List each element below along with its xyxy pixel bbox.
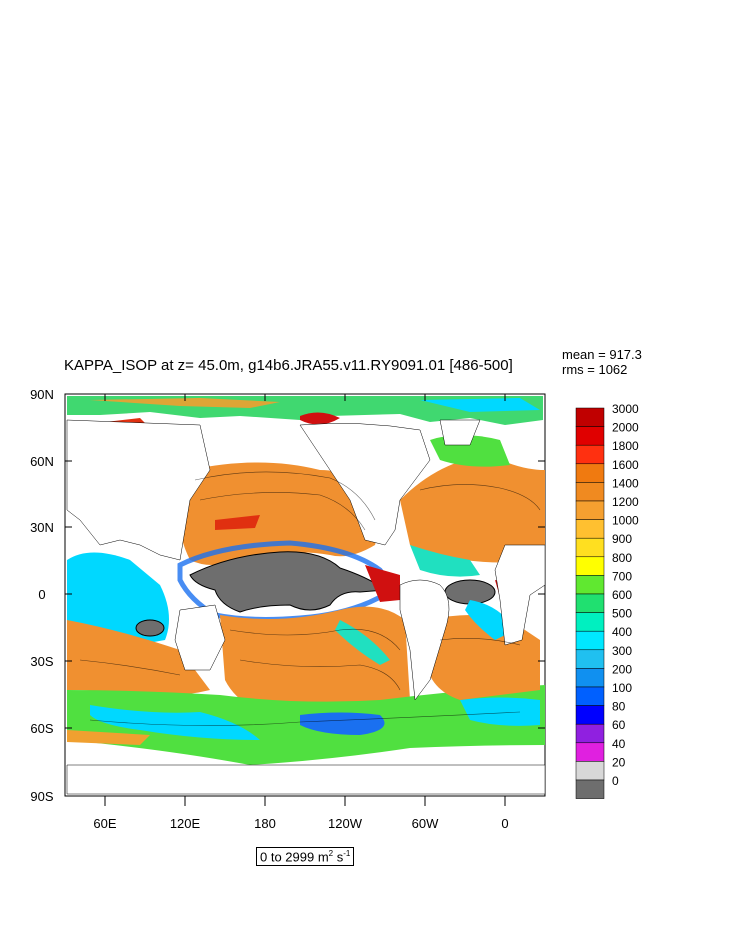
colorbar-swatch: [575, 705, 605, 725]
land-masses: [66, 419, 546, 795]
x-tick-180: 180: [254, 816, 276, 831]
colorbar-swatch: [575, 742, 605, 762]
colorbar-label: 100: [612, 681, 632, 695]
colorbar-label: 60: [612, 718, 626, 732]
colorbar-label: 3000: [612, 402, 639, 416]
colorbar-label: 600: [612, 588, 632, 602]
colorbar-label: 40: [612, 737, 626, 751]
range-label: 0 to 2999 m2 s-1: [256, 847, 355, 867]
y-tick-30n: 30N: [30, 520, 54, 535]
australia-land: [174, 604, 226, 671]
colorbar-swatch: [575, 407, 605, 427]
colorbar-swatch: [575, 723, 605, 744]
antarctica-land: [66, 764, 546, 795]
range-label-mid: s: [333, 849, 344, 865]
y-tick-90s: 90S: [30, 789, 53, 804]
colorbar-label: 1200: [612, 495, 639, 509]
south-america-land: [399, 579, 450, 701]
colorbar-label: 1800: [612, 439, 639, 453]
range-label-prefix: 0 to 2999 m: [260, 849, 329, 865]
colorbar-label: 20: [612, 755, 626, 769]
colorbar-label: 800: [612, 551, 632, 565]
colorbar-label: 1400: [612, 476, 639, 490]
colorbar-swatch: [575, 556, 605, 576]
colorbar-swatch: [575, 779, 605, 799]
colorbar-swatch: [575, 482, 605, 502]
colorbar-swatch: [575, 537, 605, 558]
range-label-exp2: -1: [343, 849, 351, 858]
north-america-land: [299, 423, 431, 546]
colorbar-swatch: [575, 519, 605, 539]
y-axis: 90N 60N 30N 0 30S 60S 90S: [30, 387, 545, 804]
pacific-cold-tongue: [189, 551, 387, 613]
x-tick-60e: 60E: [93, 816, 116, 831]
plot-title: KAPPA_ISOP at z= 45.0m, g14b6.JRA55.v11.…: [64, 357, 513, 374]
colorbar-swatch: [575, 444, 605, 465]
north-pacific: [178, 462, 385, 565]
colorbar-swatch: [575, 612, 605, 632]
colorbar-label: 200: [612, 662, 632, 676]
colorbar: 3000200018001600140012001000900800700600…: [575, 402, 639, 799]
colorbar-label: 700: [612, 569, 632, 583]
colorbar-label: 80: [612, 700, 626, 714]
colorbar-swatch: [575, 761, 605, 781]
colorbar-swatch: [575, 426, 605, 446]
asia-land: [66, 419, 211, 561]
colorbar-swatch: [575, 463, 605, 483]
colorbar-swatch: [575, 575, 605, 595]
rms-value: rms = 1062: [562, 362, 628, 377]
colorbar-label: 900: [612, 532, 632, 546]
colorbar-label: 400: [612, 625, 632, 639]
north-atlantic: [400, 455, 545, 563]
colorbar-label: 300: [612, 644, 632, 658]
colorbar-swatch: [575, 593, 605, 613]
x-axis: 60E 120E 180 120W 60W 0: [93, 394, 509, 831]
stats-panel: mean = 917.3 rms = 1062: [562, 347, 642, 377]
south-pacific: [220, 606, 410, 712]
y-tick-60n: 60N: [30, 454, 54, 469]
colorbar-label: 1600: [612, 458, 639, 472]
y-tick-30s: 30S: [30, 654, 53, 669]
colorbar-swatch: [575, 686, 605, 706]
mean-value: mean = 917.3: [562, 347, 642, 362]
colorbar-label: 1000: [612, 514, 639, 528]
y-tick-90n: 90N: [30, 387, 54, 402]
colorbar-label: 2000: [612, 421, 639, 435]
colorbar-label: 500: [612, 607, 632, 621]
y-tick-60s: 60S: [30, 721, 53, 736]
x-tick-120e: 120E: [170, 816, 201, 831]
colorbar-swatch: [575, 668, 605, 688]
map-frame: [64, 393, 546, 797]
x-tick-60w: 60W: [412, 816, 439, 831]
colorbar-label: 0: [612, 774, 619, 788]
x-tick-120w: 120W: [328, 816, 363, 831]
colorbar-swatch: [575, 649, 605, 669]
africa-land: [494, 544, 546, 646]
range-label-exp1: 2: [328, 849, 334, 858]
colorbar-swatch: [575, 630, 605, 651]
colorbar-swatch: [575, 500, 605, 520]
y-tick-0: 0: [38, 587, 45, 602]
x-tick-0: 0: [501, 816, 508, 831]
